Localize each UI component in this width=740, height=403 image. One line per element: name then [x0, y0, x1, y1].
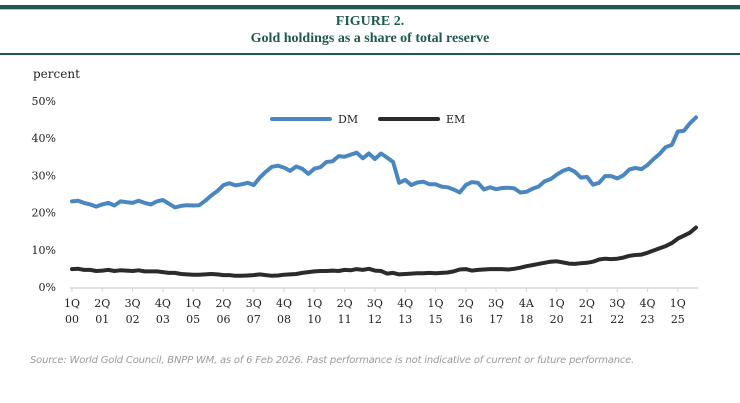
series-line-dm — [70, 115, 698, 210]
x-tick-label-quarter: 2Q — [458, 297, 474, 310]
x-tick-label-quarter: 1Q — [306, 297, 322, 310]
x-tick-label-quarter: 1Q — [64, 297, 80, 310]
x-tick-label-quarter: 2Q — [337, 297, 353, 310]
x-tick-label-quarter: 1Q — [549, 297, 565, 310]
legend-label-dm: DM — [338, 113, 358, 126]
x-tick-label-year: 12 — [368, 313, 382, 326]
x-tick-label-year: 25 — [671, 313, 685, 326]
x-tick-label-year: 17 — [489, 313, 503, 326]
x-tick-label-quarter: 3Q — [367, 297, 383, 310]
figure-label: FIGURE 2. — [335, 14, 405, 29]
y-tick-label: 20% — [32, 207, 56, 220]
x-tick-label-quarter: 4Q — [397, 297, 413, 310]
source-note: Source: World Gold Council, BNPP WM, as … — [30, 355, 635, 366]
y-tick-label: 40% — [32, 132, 56, 145]
x-tick-label-quarter: 1Q — [427, 297, 443, 310]
x-axis-tick-marks — [71, 288, 679, 292]
chart-title: Gold holdings as a share of total reserv… — [250, 31, 490, 46]
top-rule-accent — [0, 9, 740, 10]
x-tick-label-year: 03 — [156, 313, 170, 326]
y-tick-label: 10% — [32, 244, 56, 257]
x-tick-label-year: 11 — [338, 313, 352, 326]
x-tick-label-quarter: 4Q — [276, 297, 292, 310]
y-tick-label: 30% — [32, 169, 56, 182]
x-tick-label-year: 23 — [641, 313, 655, 326]
legend: DM EM — [270, 113, 465, 126]
x-tick-label-quarter: 1Q — [185, 297, 201, 310]
x-tick-label-year: 13 — [398, 313, 412, 326]
x-tick-label-quarter: 2Q — [215, 297, 231, 310]
x-tick-label-quarter: 3Q — [609, 297, 625, 310]
x-tick-label-year: 20 — [550, 313, 564, 326]
x-tick-label-year: 22 — [610, 313, 624, 326]
top-rule — [0, 5, 740, 9]
y-tick-label: 0% — [39, 281, 56, 294]
x-tick-label-year: 15 — [428, 313, 442, 326]
y-axis-ticks: 0% 10% 20% 30% 40% 50% — [32, 95, 56, 294]
x-tick-label-quarter: 4A — [519, 297, 535, 310]
series-line-em — [70, 225, 698, 278]
x-tick-label-quarter: 1Q — [670, 297, 686, 310]
x-tick-label-year: 00 — [65, 313, 79, 326]
x-tick-label-year: 07 — [247, 313, 261, 326]
x-tick-label-quarter: 3Q — [246, 297, 262, 310]
x-tick-label-year: 01 — [95, 313, 109, 326]
x-tick-label-year: 06 — [216, 313, 230, 326]
x-tick-label-year: 02 — [126, 313, 140, 326]
x-tick-label-quarter: 4Q — [640, 297, 656, 310]
x-tick-label-quarter: 3Q — [125, 297, 141, 310]
x-tick-label-quarter: 2Q — [94, 297, 110, 310]
x-tick-label-year: 16 — [459, 313, 473, 326]
y-axis-unit-label: percent — [33, 67, 80, 81]
x-tick-label-year: 21 — [580, 313, 594, 326]
legend-label-em: EM — [446, 113, 465, 126]
x-tick-label-quarter: 4Q — [155, 297, 171, 310]
x-axis-tick-labels: 1Q 00 2Q 01 3Q 02 4Q 03 1Q 05 2Q 06 3Q 07 4Q 08 1Q 10 2Q 11… — [64, 297, 686, 326]
x-tick-label-year: 05 — [186, 313, 200, 326]
y-tick-label: 50% — [32, 95, 56, 108]
x-tick-label-quarter: 2Q — [579, 297, 595, 310]
x-tick-label-year: 18 — [519, 313, 533, 326]
x-tick-label-year: 10 — [307, 313, 321, 326]
title-rule — [0, 53, 740, 55]
x-tick-label-quarter: 3Q — [488, 297, 504, 310]
x-tick-label-year: 08 — [277, 313, 291, 326]
series-lines — [70, 115, 698, 278]
